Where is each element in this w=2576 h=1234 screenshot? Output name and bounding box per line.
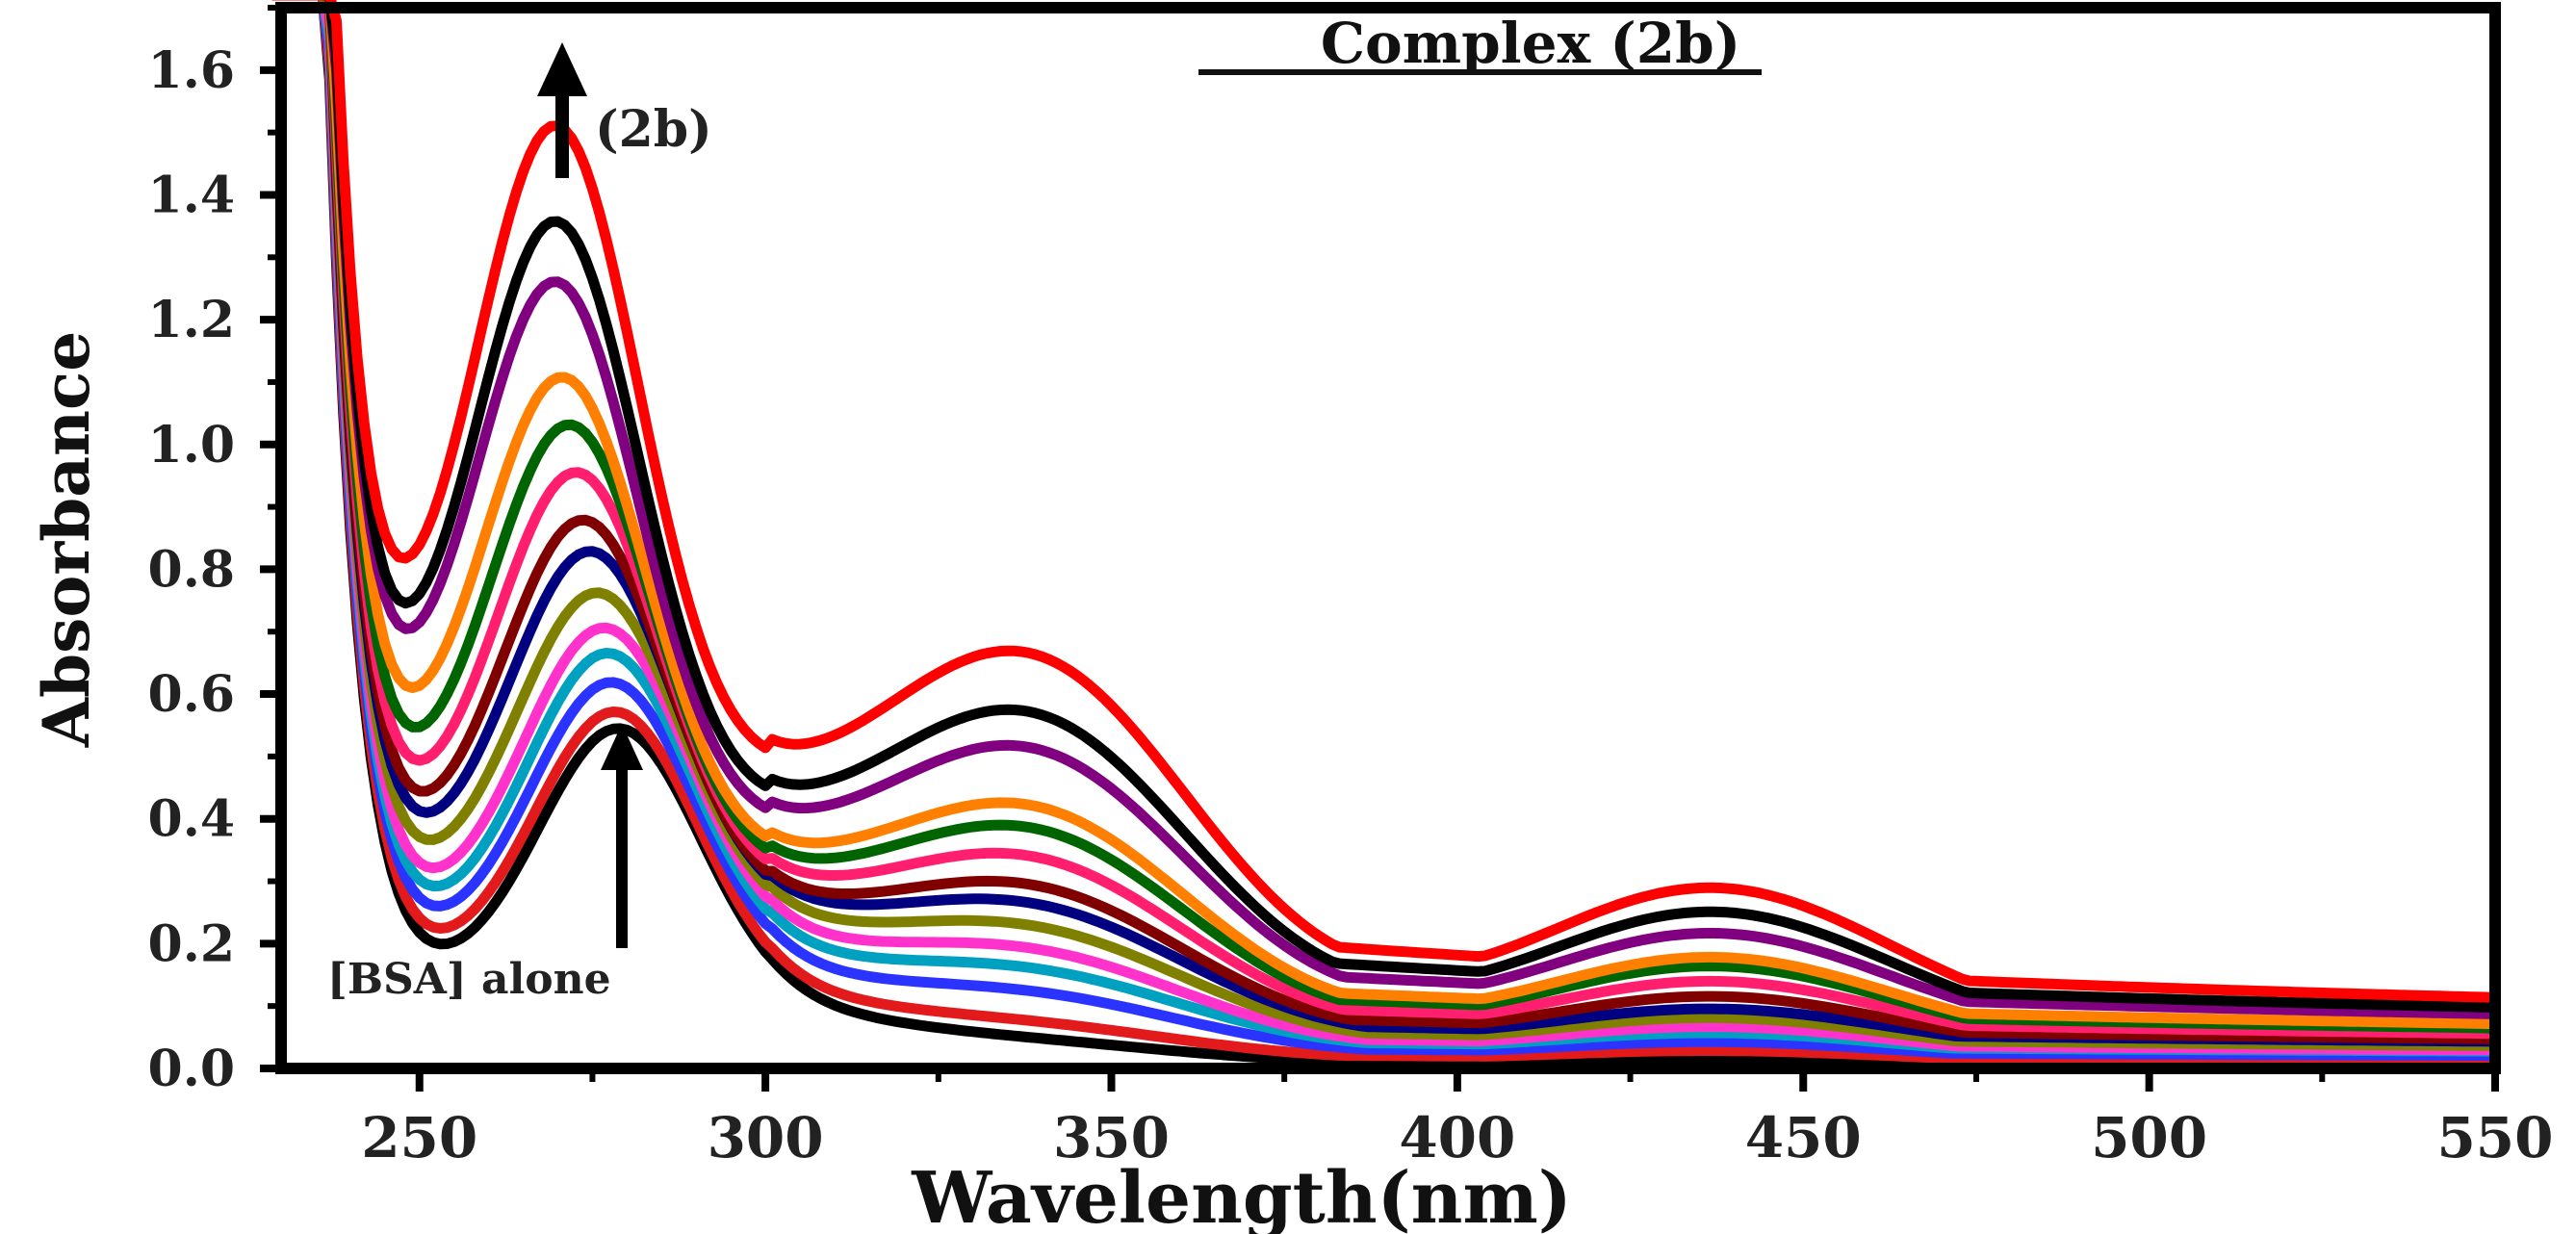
ticks-layer <box>260 5 2499 1092</box>
chart-title: Complex (2b) <box>1321 11 1740 76</box>
bottom-arrow <box>601 724 643 948</box>
x-tick-label-300: 300 <box>708 1105 824 1170</box>
x-tick-label-400: 400 <box>1399 1105 1515 1170</box>
y-axis-title: Absorbance <box>29 331 104 748</box>
y-tick-label-6: 1.2 <box>148 291 235 349</box>
bottom-arrow-head <box>601 724 643 770</box>
labels-layer: 250 300 350 400 450 500 550 0.0 0.2 0.4 0.6 0.8 1.0 1… <box>148 41 2554 1170</box>
x-tick-label-350: 350 <box>1053 1105 1170 1170</box>
series-line-14 <box>271 0 2501 1003</box>
y-tick-label-5: 1.0 <box>148 416 235 475</box>
x-tick-label-500: 500 <box>2091 1105 2207 1170</box>
y-tick-label-4: 0.8 <box>148 540 235 599</box>
bottom-arrow-label: [BSA] alone <box>327 955 611 1004</box>
y-tick-label-0: 0.0 <box>148 1040 235 1098</box>
top-arrow-head <box>537 42 587 96</box>
x-axis-title: Wavelength(nm) <box>911 1157 1572 1234</box>
y-tick-label-3: 0.6 <box>148 665 235 724</box>
series-layer <box>271 0 2501 1069</box>
x-tick-label-550: 550 <box>2436 1105 2553 1170</box>
x-tick-label-450: 450 <box>1745 1105 1862 1170</box>
series-line-13 <box>271 0 2501 1013</box>
y-tick-label-2: 0.4 <box>148 790 235 849</box>
series-line-12 <box>271 0 2501 1019</box>
plot-frame <box>275 2 2501 1074</box>
top-arrow-label: (2b) <box>595 100 712 159</box>
y-tick-label-7: 1.4 <box>148 166 235 224</box>
top-arrow <box>537 42 587 178</box>
y-tick-label-1: 0.2 <box>148 914 235 973</box>
x-tick-label-250: 250 <box>361 1105 477 1170</box>
series-line-11 <box>271 0 2501 1030</box>
y-tick-label-8: 1.6 <box>148 41 235 100</box>
series-line-8 <box>271 0 2501 1044</box>
